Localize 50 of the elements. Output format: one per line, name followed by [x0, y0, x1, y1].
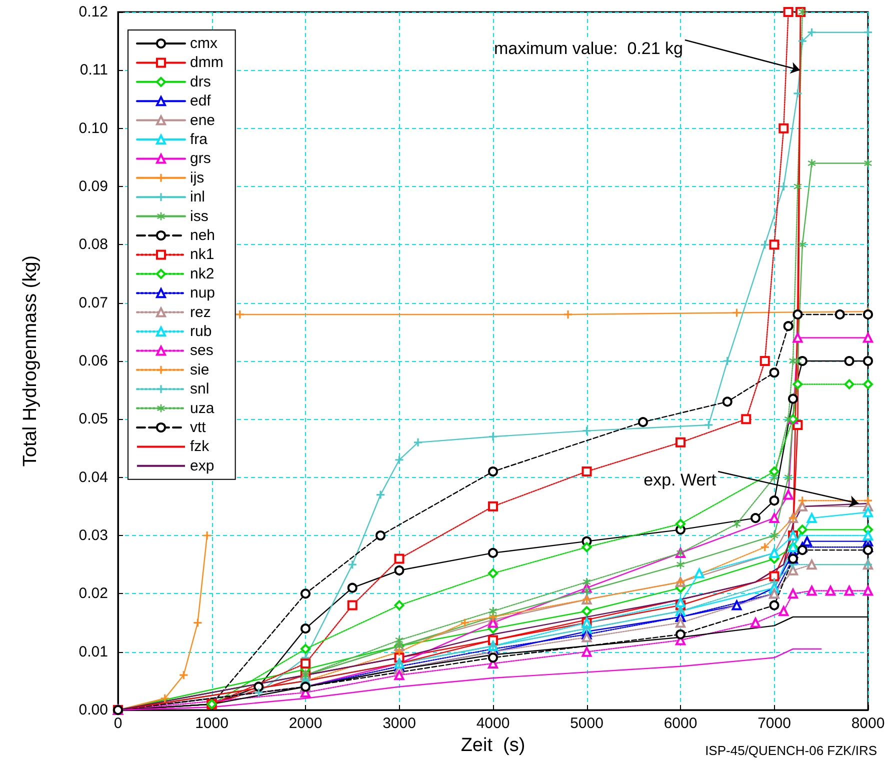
y-tick-label: 0.02 [78, 585, 108, 602]
legend-label: ene [190, 112, 216, 129]
legend-label: rez [190, 304, 211, 321]
legend-label: ses [190, 342, 214, 360]
x-tick-label: 2000 [288, 715, 322, 732]
legend-label: fzk [190, 438, 210, 456]
x-tick-label: 6000 [664, 715, 698, 732]
legend-label: cmx [190, 35, 218, 52]
y-tick-label: 0.05 [78, 410, 108, 428]
legend-label: inl [190, 188, 206, 206]
legend-label: uza [190, 400, 215, 417]
legend-label: fra [190, 131, 208, 148]
y-tick-label: 0.06 [78, 352, 108, 370]
legend-label: exp [190, 457, 214, 474]
legend-label: grs [190, 150, 211, 168]
legend-label: iss [190, 208, 208, 225]
legend-label: nk1 [190, 246, 214, 264]
legend-label: nk2 [190, 265, 214, 282]
y-axis-title: Total Hydrogenmass (kg) [20, 255, 41, 467]
y-tick-label: 0.00 [78, 702, 108, 718]
x-axis-title: Zeit (s) [460, 735, 526, 756]
legend-label: dmm [190, 54, 224, 72]
x-tick-label: 4000 [476, 715, 510, 732]
x-tick-label: 7000 [758, 715, 791, 732]
y-tick-label: 0.04 [78, 468, 108, 486]
legend-label: drs [190, 73, 211, 90]
y-tick-label: 0.01 [78, 643, 108, 660]
y-tick-label: 0.08 [78, 236, 108, 254]
legend-label: nup [190, 284, 216, 302]
legend-label: snl [190, 380, 210, 398]
legend-label: sie [190, 361, 210, 378]
annotation: maximum value: 0.21 kg [494, 39, 683, 58]
legend-label: vtt [190, 419, 207, 436]
y-tick-label: 0.10 [78, 120, 108, 137]
x-tick-label: 1000 [195, 715, 228, 732]
x-tick-label: 8000 [851, 715, 885, 732]
legend-label: neh [190, 227, 216, 244]
legend-label: edf [190, 92, 212, 110]
x-tick-label: 5000 [570, 715, 604, 732]
y-tick-label: 0.11 [80, 62, 108, 79]
x-tick-label: 3000 [382, 715, 416, 732]
x-tick-label: 0 [114, 715, 122, 732]
text: ISP-45/QUENCH-06 FZK/IRS [705, 743, 878, 758]
y-tick-label: 0.07 [78, 294, 108, 312]
y-tick-label: 0.12 [78, 4, 108, 20]
legend-label: ijs [190, 169, 204, 186]
annotation: exp. Wert [644, 470, 716, 490]
y-tick-label: 0.03 [78, 527, 108, 544]
legend-label: rub [190, 323, 212, 340]
y-tick-label: 0.09 [78, 178, 108, 195]
